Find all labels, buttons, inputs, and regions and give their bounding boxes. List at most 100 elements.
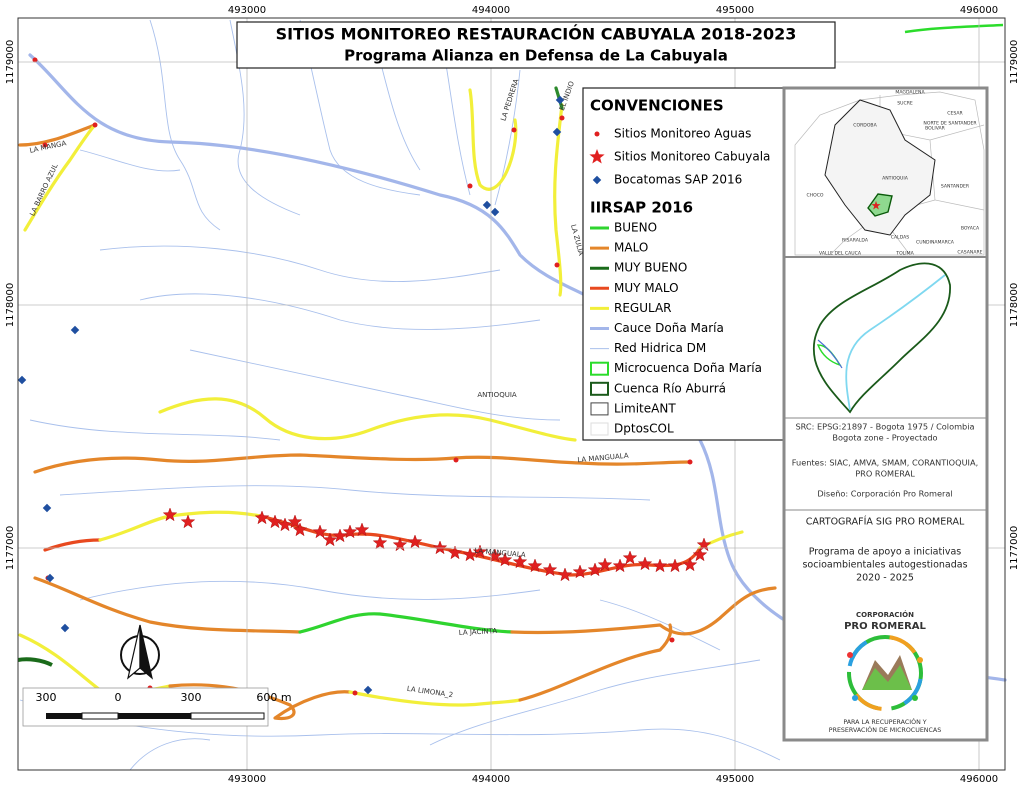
north-half (139, 624, 153, 680)
scale-label: 300 (181, 691, 202, 704)
road-regular (468, 88, 518, 191)
water-monitoring-point (92, 122, 98, 128)
inset-label: CORDOBA (853, 123, 877, 129)
inset-label: CHOCO (806, 193, 823, 199)
inset-labels: MAGDALENA CESAR SUCRE NORTE DE SANTANDER COR… (806, 90, 982, 257)
stream (59, 485, 651, 501)
design: Diseño: Corporación Pro Romeral (817, 489, 952, 499)
intake (363, 685, 373, 695)
y-coordinate-label: 1177000 (5, 526, 16, 571)
road-malo (510, 586, 777, 636)
y-coordinate-label: 1179000 (5, 40, 16, 85)
monitoring-site (572, 564, 588, 579)
monitoring-site (312, 524, 328, 539)
logo-tagline: PARA LA RECUPERACIÓN Y (843, 717, 926, 726)
inset-label: NORTE DE SANTANDER (923, 121, 977, 127)
monitoring-site (447, 545, 463, 560)
legend: CONVENCIONES Sitios Monitoreo Aguas Sitios… (589, 97, 770, 436)
legend-label: MUY MALO (614, 281, 679, 295)
legend-heading: IIRSAP 2016 (590, 199, 693, 217)
stream (189, 349, 561, 421)
water-monitoring-point (554, 262, 560, 268)
water-monitoring-point (511, 127, 517, 133)
legend-box (582, 87, 785, 441)
road-malo (33, 576, 302, 634)
monitoring-site (682, 557, 698, 572)
legend-label: BUENO (614, 221, 657, 235)
legend-label: LimiteANT (614, 401, 676, 415)
monitoring-site (180, 514, 196, 529)
monitoring-site (342, 524, 358, 539)
monitoring-site (597, 557, 613, 572)
monitoring-site (472, 544, 488, 559)
monitoring-site (542, 562, 558, 577)
water-monitoring-point (467, 183, 473, 189)
sources: PRO ROMERAL (855, 469, 915, 479)
inset-label: VALLE DEL CAUCA (819, 251, 862, 257)
road-regular (23, 123, 97, 232)
y-coordinate-label: 1178000 (5, 283, 16, 328)
monitoring-site (652, 558, 668, 573)
legend-label: Red Hidrica DM (614, 341, 706, 355)
x-coordinate-label: 495000 (716, 5, 754, 16)
monitoring-site (622, 550, 638, 565)
stream (129, 738, 211, 771)
intake (70, 325, 80, 335)
logo-dot (852, 695, 858, 701)
y-coordinate-label: 1177000 (1009, 526, 1020, 571)
legend-heading: CONVENCIONES (590, 97, 724, 115)
legend-label: DptosCOL (614, 422, 674, 436)
legend-symbol (594, 131, 600, 137)
stream (429, 659, 761, 746)
scale-segment (81, 712, 119, 720)
aburra-basin (867, 193, 893, 217)
legend-symbol (589, 149, 605, 164)
inset-label: CESAR (947, 111, 963, 117)
x-coordinate-label: 496000 (960, 774, 998, 785)
monitoring-site (372, 535, 388, 550)
side-panel: ★ MAGDALENA CESAR SUCRE NORTE DE SANTANDER C… (782, 86, 989, 742)
river-dona-maria (28, 53, 587, 297)
sources: Fuentes: SIAC, AMVA, SMAM, CORANTIOQUIA, (792, 458, 978, 468)
legend-label: Cuenca Río Aburrá (614, 381, 726, 395)
x-coordinate-label: 493000 (228, 774, 266, 785)
inset-label: ANTIOQUIA (882, 176, 909, 182)
monitoring-site (322, 532, 338, 547)
x-coordinate-label: 494000 (472, 774, 510, 785)
monitoring-site (527, 558, 543, 573)
intake (42, 503, 52, 513)
monitoring-site (487, 548, 503, 563)
monitoring-site (667, 558, 683, 573)
location-marker: ★ (871, 199, 882, 213)
monitoring-sites (162, 507, 712, 582)
program: socioambientales autogestionadas (802, 560, 967, 571)
scale-label: 0 (115, 691, 122, 704)
logo-text: CORPORACIÓN (856, 610, 914, 619)
scale-label: 600 m (256, 691, 291, 704)
y-coordinate-label: 1178000 (1009, 283, 1020, 328)
monitoring-site (497, 552, 513, 567)
program: 2020 - 2025 (856, 573, 914, 584)
monitoring-site (512, 554, 528, 569)
program: Programa de apoyo a iniciativas (809, 547, 962, 558)
intake (17, 375, 27, 385)
y-coordinate-label: 1179000 (1009, 40, 1020, 85)
road-malo (518, 623, 673, 702)
watershed-boundary (904, 23, 1004, 34)
stream (149, 19, 221, 231)
monitoring-site (407, 534, 423, 549)
inset-label: CUNDINAMARCA (916, 240, 955, 246)
water-monitoring-point (669, 637, 675, 643)
stream-label: LA JACINTA (459, 627, 498, 637)
monitoring-site (637, 556, 653, 571)
road-regular (348, 690, 522, 707)
monitoring-site (162, 507, 178, 522)
legend-label: MUY BUENO (614, 261, 687, 275)
logo-dot (917, 657, 923, 663)
monitoring-site (587, 562, 603, 577)
stream (99, 245, 501, 282)
north-arrow (120, 624, 160, 680)
monitoring-site (612, 558, 628, 573)
scale-label: 300 (36, 691, 57, 704)
